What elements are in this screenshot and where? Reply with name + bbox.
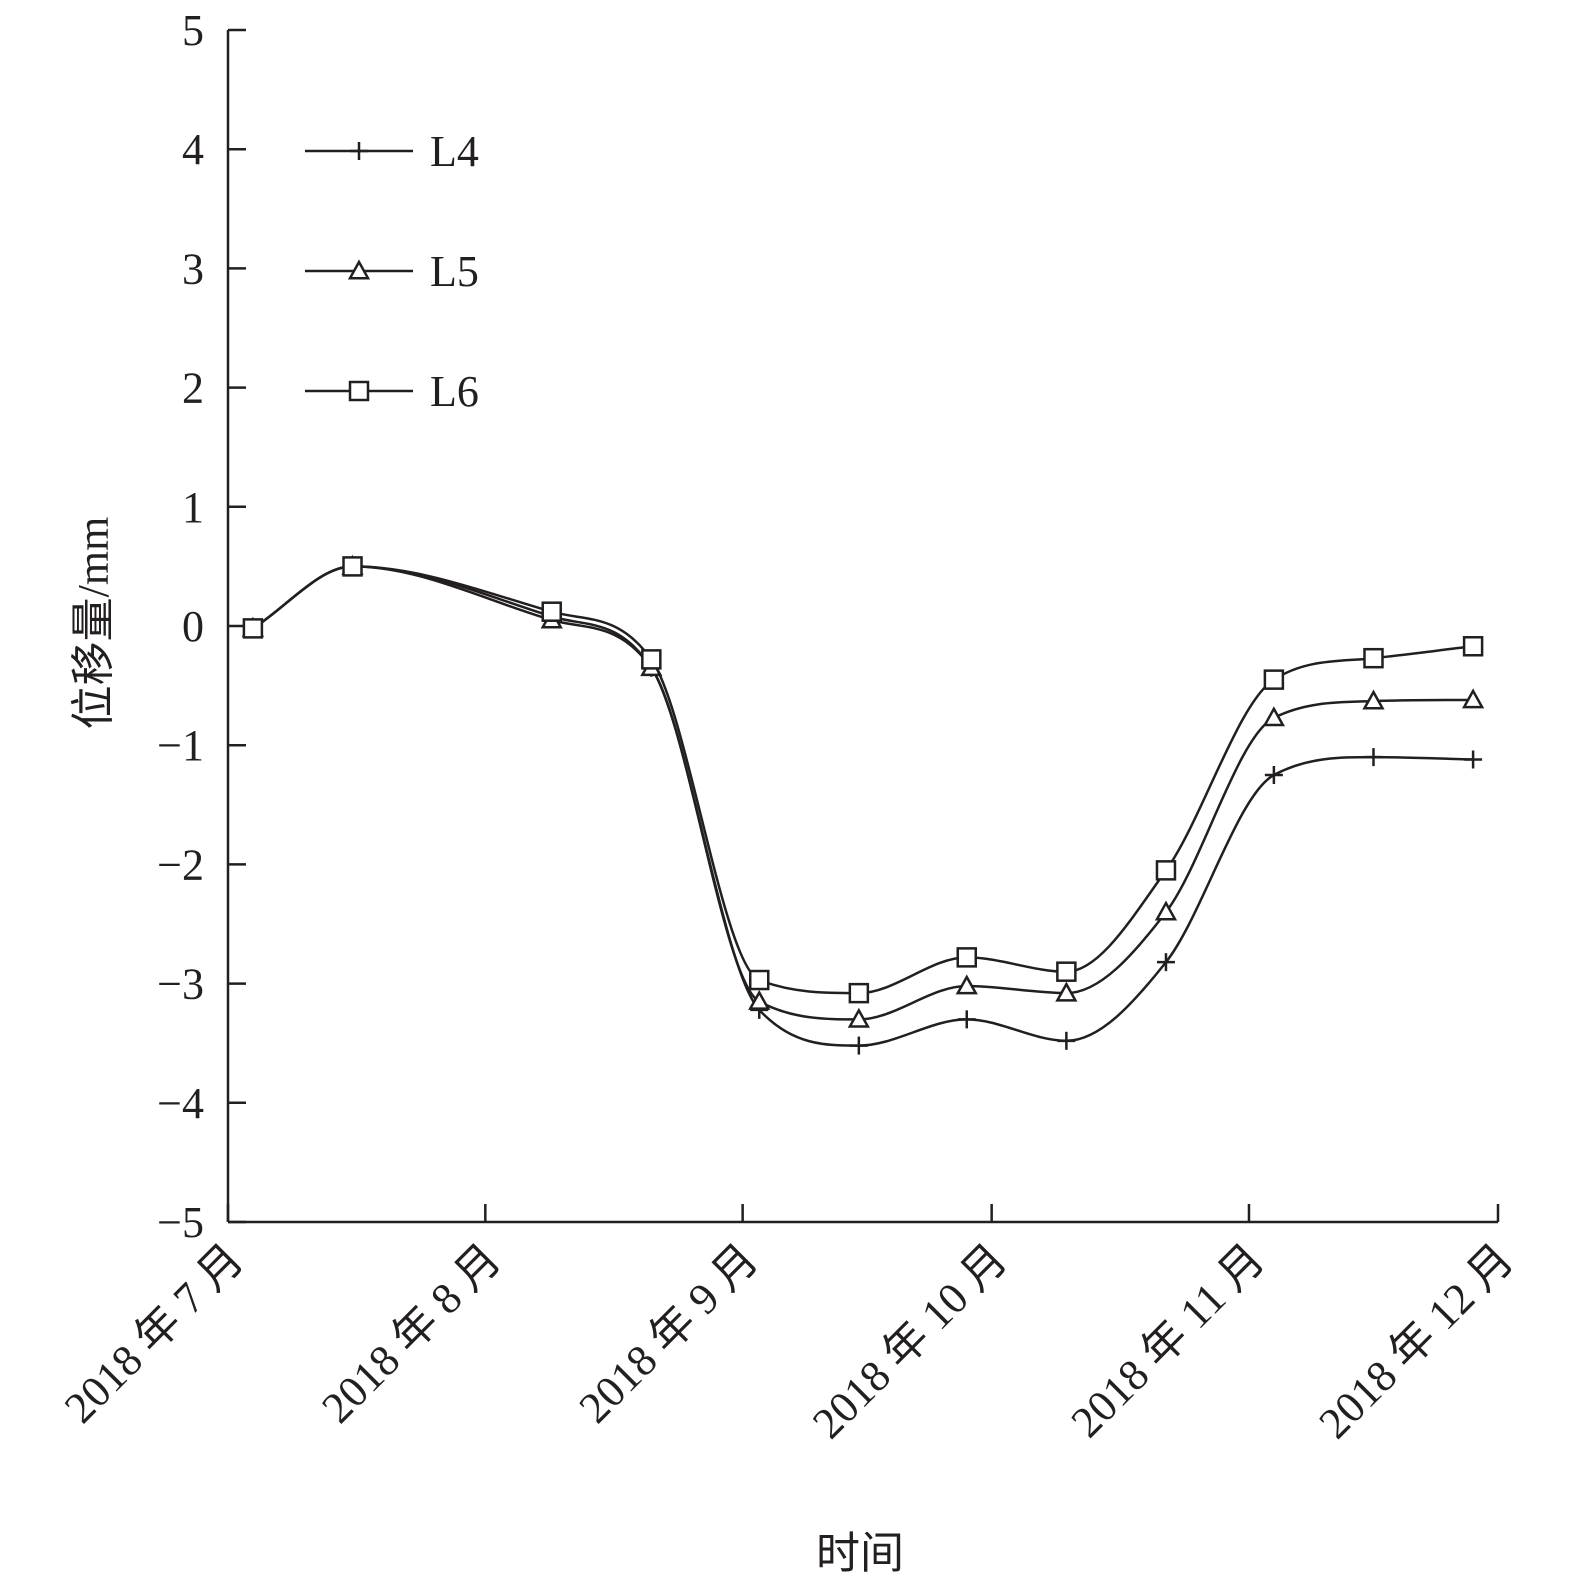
- y-tick-label: 2: [182, 364, 204, 413]
- x-axis-title: 时间: [816, 1529, 904, 1578]
- legend-item-l4: L4: [305, 127, 479, 176]
- y-axis-title: 位移量/mm: [69, 517, 118, 730]
- data-point-square: [342, 556, 363, 577]
- legend: L4 L5 L6: [305, 127, 479, 416]
- y-tick-label: 4: [182, 125, 204, 174]
- series-line: [252, 565, 1474, 1047]
- data-point-plus: [1464, 750, 1483, 769]
- y-tick-label: 3: [182, 244, 204, 293]
- data-point-square: [641, 649, 662, 670]
- data-point-plus: [1364, 748, 1383, 767]
- x-tick-label: 2018 年 7 月: [55, 1234, 253, 1432]
- y-tick-label: 5: [182, 6, 204, 55]
- data-point-triangle: [1461, 688, 1485, 709]
- x-tick-label: 2018 年 9 月: [570, 1234, 768, 1432]
- y-tick-label: 0: [182, 602, 204, 651]
- y-tick-label: −2: [157, 840, 204, 889]
- data-point-triangle: [1154, 900, 1178, 921]
- series-layer: [241, 554, 1485, 1055]
- data-point-plus: [1156, 953, 1175, 972]
- legend-item-l6: L6: [305, 367, 479, 416]
- data-point-square: [541, 601, 562, 622]
- data-point-square: [1462, 636, 1484, 657]
- data-point-square: [242, 618, 264, 639]
- series-l4: [243, 557, 1483, 1055]
- legend-item-l5: L5: [305, 247, 479, 296]
- data-point-plus: [957, 1010, 976, 1029]
- data-point-triangle: [1262, 706, 1286, 727]
- data-point-triangle: [1362, 689, 1385, 710]
- data-point-plus: [849, 1036, 868, 1055]
- data-point-triangle: [1055, 981, 1078, 1002]
- x-tick-label: 2018 年 12 月: [1310, 1234, 1524, 1448]
- data-point-square: [848, 982, 870, 1004]
- data-point-triangle: [955, 974, 978, 995]
- x-tick-label: 2018 年 8 月: [312, 1234, 510, 1432]
- y-tick-label: −1: [157, 721, 204, 770]
- series-line: [252, 565, 1474, 995]
- data-point-square: [956, 947, 978, 968]
- legend-label: L4: [430, 127, 479, 176]
- x-tick-label: 2018 年 10 月: [803, 1234, 1017, 1448]
- data-point-triangle: [748, 989, 771, 1010]
- y-tick-label: −5: [157, 1198, 204, 1247]
- series-l5: [241, 554, 1485, 1028]
- x-tick-label: 2018 年 11 月: [1062, 1234, 1274, 1446]
- legend-label: L6: [430, 367, 479, 416]
- data-point-square: [1056, 961, 1077, 982]
- data-point-plus: [1264, 766, 1283, 784]
- series-line: [252, 565, 1474, 1021]
- y-tick-label: −4: [157, 1079, 204, 1128]
- data-point-square: [1263, 669, 1285, 690]
- y-tick-label: 1: [182, 483, 204, 532]
- data-point-plus: [350, 142, 368, 160]
- y-tick-label: −3: [157, 960, 204, 1009]
- data-point-square: [748, 969, 770, 991]
- data-point-square: [348, 380, 370, 402]
- data-point-triangle: [847, 1007, 870, 1028]
- data-point-triangle: [347, 259, 371, 280]
- legend-label: L5: [430, 247, 479, 296]
- series-l6: [242, 556, 1484, 1004]
- data-point-square: [1155, 860, 1177, 881]
- data-point-square: [1363, 647, 1384, 669]
- data-point-plus: [1057, 1031, 1076, 1050]
